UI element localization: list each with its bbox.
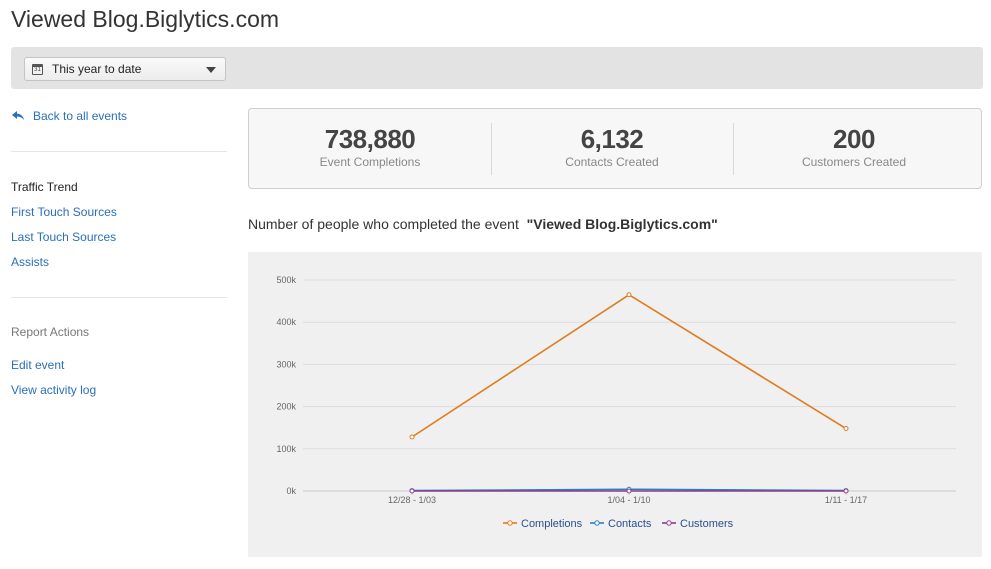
- data-point: [843, 488, 849, 494]
- stat-caption: Contacts Created: [565, 155, 659, 169]
- sidebar-item-assists[interactable]: Assists: [11, 255, 50, 269]
- stat-divider: [491, 123, 492, 175]
- sidebar-item-first-touch-sources[interactable]: First Touch Sources: [11, 205, 117, 219]
- stat-customers-created: 200 Customers Created: [733, 123, 975, 169]
- report-actions-heading: Report Actions: [11, 325, 90, 339]
- y-tick-label: 300k: [276, 359, 296, 369]
- x-tick-label: 1/11 - 1/17: [825, 495, 867, 505]
- stat-contacts-created: 6,132 Contacts Created: [491, 123, 733, 169]
- chart-canvas: 0k 100k 200k 300k 400k 500k 12/28 - 1/03 1/04 -…: [276, 275, 956, 530]
- back-arrow-icon: [12, 111, 24, 120]
- stats-summary: 738,880 Event Completions 6,132 Contacts…: [248, 108, 982, 189]
- sidebar-divider: [11, 297, 227, 298]
- y-tick-label: 200k: [276, 402, 296, 412]
- chart-heading-prefix: Number of people who completed the event: [248, 216, 519, 232]
- date-range-select[interactable]: 31 This year to date: [24, 57, 226, 81]
- data-point: [409, 488, 415, 494]
- legend-marker: [666, 520, 672, 526]
- back-to-events-link[interactable]: Back to all events: [11, 108, 227, 124]
- stat-caption: Customers Created: [801, 155, 907, 169]
- series-line-completions: [411, 293, 847, 438]
- stat-value: 738,880: [324, 124, 416, 154]
- sidebar-item-last-touch-sources[interactable]: Last Touch Sources: [11, 230, 117, 244]
- filter-bar: 31 This year to date: [11, 47, 983, 89]
- legend-label: Completions: [521, 518, 583, 530]
- x-tick-label: 1/04 - 1/10: [607, 495, 650, 505]
- chart-heading-event-name: "Viewed Blog.Biglytics.com": [526, 216, 718, 232]
- sidebar-divider: [11, 151, 227, 152]
- sidebar-item-traffic-trend[interactable]: Traffic Trend: [11, 180, 78, 194]
- chevron-down-icon: [206, 67, 216, 73]
- data-point: [626, 488, 632, 494]
- legend-marker: [594, 520, 600, 526]
- data-point: [626, 292, 632, 298]
- chart-heading: Number of people who completed the event…: [248, 215, 718, 233]
- y-tick-label: 100k: [276, 444, 296, 454]
- data-point: [843, 426, 849, 432]
- stat-caption: Event Completions: [319, 155, 421, 169]
- y-tick-label: 500k: [276, 275, 296, 285]
- traffic-trend-chart: 0k 100k 200k 300k 400k 500k 12/28 - 1/03 1/04 -…: [248, 252, 982, 557]
- edit-event-link[interactable]: Edit event: [11, 358, 65, 372]
- legend-marker: [507, 520, 513, 526]
- sidebar: Back to all events Traffic Trend First T…: [11, 108, 227, 397]
- x-tick-label: 12/28 - 1/03: [388, 495, 436, 505]
- stat-value: 6,132: [580, 124, 644, 154]
- data-point: [409, 434, 415, 440]
- y-tick-label: 0k: [286, 486, 296, 496]
- calendar-icon: 31: [32, 63, 43, 75]
- page-title: Viewed Blog.Biglytics.com: [11, 6, 280, 32]
- stat-value: 200: [833, 124, 875, 154]
- back-link-label: Back to all events: [33, 109, 128, 123]
- legend-label: Customers: [680, 518, 734, 530]
- y-tick-label: 400k: [276, 317, 296, 327]
- view-activity-log-link[interactable]: View activity log: [11, 383, 97, 397]
- stat-divider: [733, 123, 734, 175]
- stat-event-completions: 738,880 Event Completions: [249, 123, 491, 169]
- date-range-label: This year to date: [52, 62, 142, 76]
- legend-label: Contacts: [608, 518, 652, 530]
